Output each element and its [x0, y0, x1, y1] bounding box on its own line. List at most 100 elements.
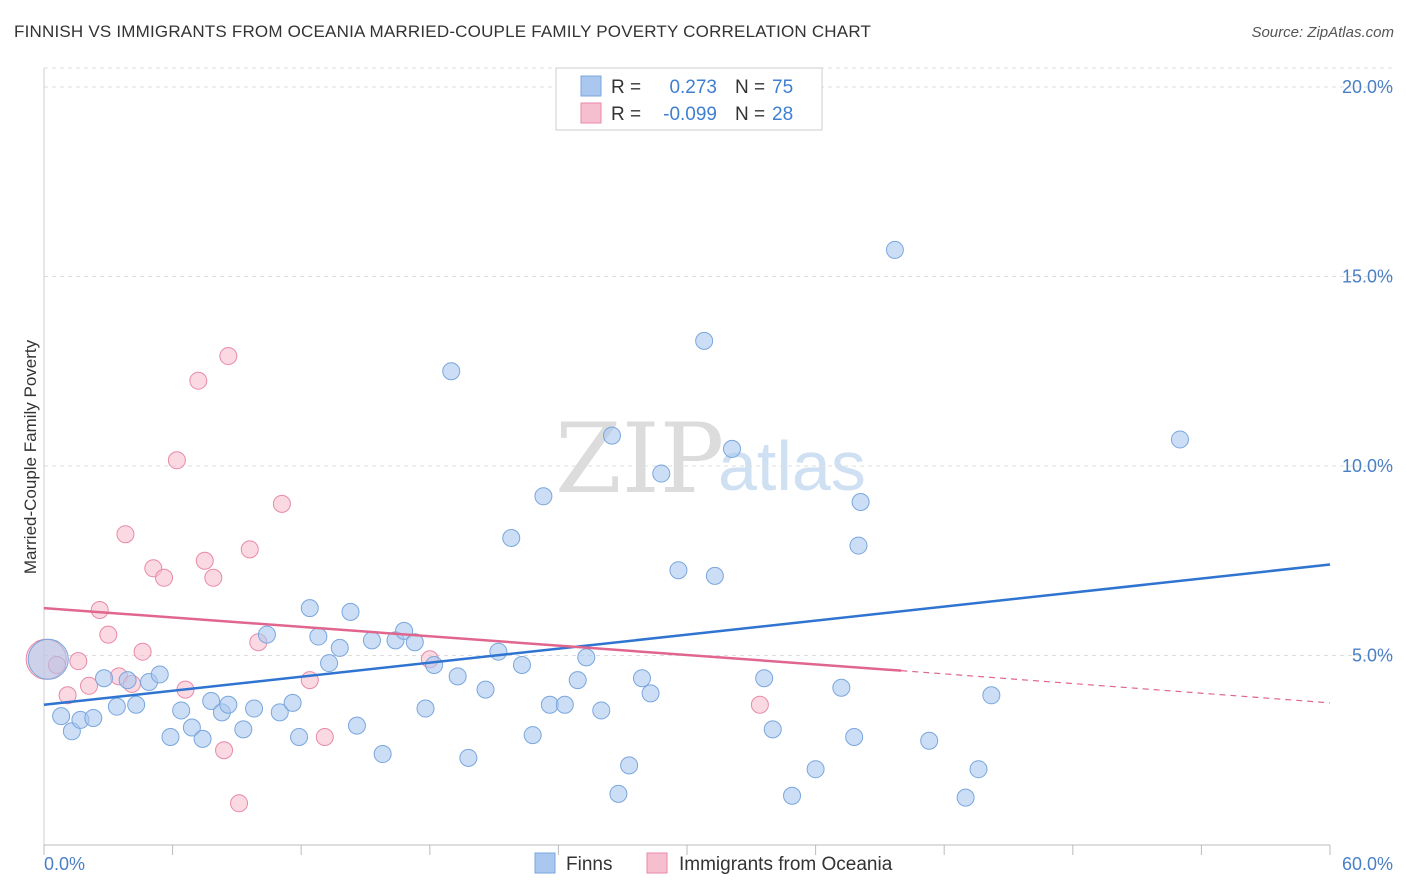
- legend-finns-n-value: 75: [772, 77, 793, 98]
- finns-point-63: [783, 786, 802, 805]
- finns-point-23: [290, 727, 309, 746]
- finns-point-51: [602, 426, 621, 445]
- oceania-point-18: [219, 347, 238, 366]
- finns-point-11: [161, 727, 180, 746]
- correlation-legend: R = 0.273 N = 75 R = -0.099 N = 28: [555, 67, 823, 131]
- finns-point-50: [592, 701, 611, 720]
- oceania-point-22: [272, 494, 291, 513]
- finns-point-12: [172, 701, 191, 720]
- y-tick-label-10: 10.0%: [1342, 456, 1393, 476]
- finns-point-45: [534, 487, 553, 506]
- finns-point-60: [723, 439, 742, 458]
- legend-oceania-r-value: -0.099: [663, 104, 717, 125]
- finns-trend-line: [43, 563, 1331, 707]
- series-legend: Finns Immigrants from Oceania: [534, 852, 893, 875]
- legend-oceania-n-value: 28: [772, 104, 793, 125]
- finns-point-37: [442, 362, 461, 381]
- finns-point-42: [502, 528, 521, 547]
- finns-point-15: [202, 691, 221, 710]
- y-tick-label-15: 15.0%: [1342, 266, 1393, 286]
- oceania-point-19: [230, 794, 249, 813]
- finns-point-29: [347, 716, 366, 735]
- finns-point-48: [568, 671, 587, 690]
- finns-point-74: [1170, 430, 1189, 449]
- finns-point-36: [425, 655, 444, 674]
- watermark-zip: ZIP: [555, 403, 724, 515]
- series-finns-points: [27, 240, 1189, 807]
- finns-point-43: [512, 655, 531, 674]
- finns-point-18: [234, 720, 253, 739]
- finns-point-30: [362, 631, 381, 650]
- legend-finns-r-value: 0.273: [669, 77, 717, 98]
- oceania-point-6: [99, 625, 118, 644]
- finns-point-68: [851, 492, 870, 511]
- finns-point-54: [632, 669, 651, 688]
- finns-point-62: [763, 720, 782, 739]
- finns-point-13: [182, 718, 201, 737]
- finns-point-67: [849, 536, 868, 555]
- finns-point-10: [150, 665, 169, 684]
- oceania-point-3: [69, 652, 88, 671]
- x-tick-label-max: 60.0%: [1342, 854, 1393, 874]
- oceania-point-16: [204, 568, 223, 587]
- legend-finns-swatch: [580, 75, 602, 97]
- oceania-point-4: [80, 676, 99, 695]
- oceania-point-15: [195, 551, 214, 570]
- finns-point-19: [245, 699, 264, 718]
- oceania-point-17: [215, 741, 234, 760]
- finns-point-70: [920, 731, 939, 750]
- finns-point-25: [309, 627, 328, 646]
- finns-point-66: [845, 727, 864, 746]
- finns-point-71: [956, 788, 975, 807]
- finns-point-20: [257, 625, 276, 644]
- finns-point-47: [555, 695, 574, 714]
- finns-point-41: [489, 642, 508, 661]
- bottom-legend-finns-label: Finns: [566, 854, 612, 875]
- finns-point-49: [577, 648, 596, 667]
- y-tick-label-20: 20.0%: [1342, 77, 1393, 97]
- finns-point-44: [523, 726, 542, 745]
- oceania-point-2: [58, 686, 77, 705]
- finns-point-38: [448, 667, 467, 686]
- finns-point-8: [127, 695, 146, 714]
- finns-point-56: [652, 464, 671, 483]
- finns-point-69: [885, 240, 904, 259]
- finns-point-64: [806, 760, 825, 779]
- finns-point-24: [300, 599, 319, 618]
- x-ticks: [43, 845, 1331, 855]
- oceania-point-20: [240, 540, 259, 559]
- finns-point-35: [416, 699, 435, 718]
- oceania-trend-line: [43, 606, 902, 672]
- finns-point-7: [118, 671, 137, 690]
- finns-point-61: [755, 669, 774, 688]
- finns-point-57: [669, 561, 688, 580]
- finns-point-17: [219, 695, 238, 714]
- finns-point-72: [969, 760, 988, 779]
- finns-point-34: [405, 633, 424, 652]
- finns-point-53: [620, 756, 639, 775]
- gridlines: [44, 67, 1393, 656]
- oceania-point-26: [750, 695, 769, 714]
- x-tick-label-min: 0.0%: [44, 854, 85, 874]
- finns-point-40: [476, 680, 495, 699]
- y-tick-labels: 5.0% 10.0% 15.0% 20.0%: [1342, 77, 1393, 666]
- oceania-trend-extension: [901, 670, 1331, 704]
- oceania-point-9: [133, 642, 152, 661]
- y-tick-label-5: 5.0%: [1352, 645, 1393, 665]
- finns-point-6: [107, 697, 126, 716]
- oceania-point-24: [315, 727, 334, 746]
- legend-finns-r-label: R =: [611, 77, 641, 98]
- finns-point-39: [459, 748, 478, 767]
- finns-point-55: [641, 684, 660, 703]
- chart-title: FINNISH VS IMMIGRANTS FROM OCEANIA MARRI…: [14, 22, 872, 41]
- legend-oceania-r-label: R =: [611, 104, 641, 125]
- oceania-point-5: [90, 601, 109, 620]
- legend-oceania-swatch: [580, 102, 602, 124]
- finns-point-31: [373, 745, 392, 764]
- finns-point-28: [341, 602, 360, 621]
- oceania-point-14: [189, 371, 208, 390]
- oceania-point-27: [116, 525, 135, 544]
- finns-point-14: [193, 729, 212, 748]
- finns-point-73: [982, 686, 1001, 705]
